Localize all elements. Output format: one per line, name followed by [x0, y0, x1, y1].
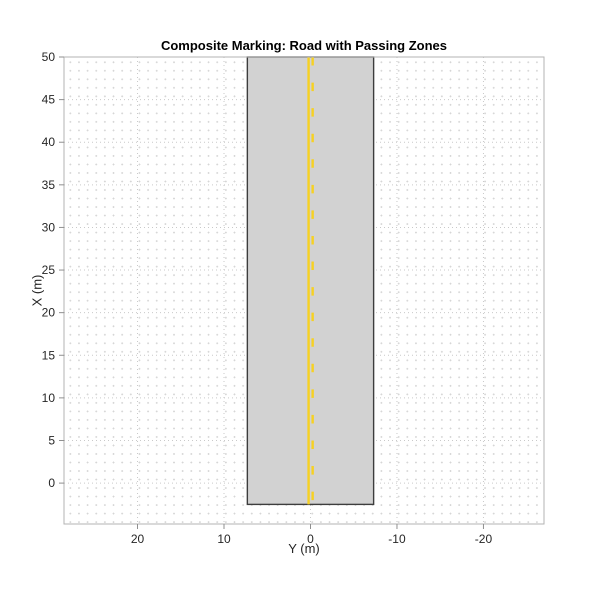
x-axis-label: Y (m) [288, 541, 320, 556]
y-tick-label: 10 [42, 391, 56, 405]
y-tick-label: 25 [42, 263, 56, 277]
y-tick-label: 5 [48, 433, 55, 447]
y-tick-label: 0 [48, 476, 55, 490]
x-tick-label: 20 [131, 532, 145, 546]
y-tick-label: 50 [42, 50, 56, 64]
y-tick-label: 20 [42, 306, 56, 320]
y-tick-label: 40 [42, 135, 56, 149]
chart-title: Composite Marking: Road with Passing Zon… [160, 38, 448, 53]
y-axis-label: X (m) [29, 274, 45, 307]
y-tick-label: 15 [42, 348, 56, 362]
axes-box [63, 56, 545, 525]
y-tick-label: 45 [42, 93, 56, 107]
x-tick-label: 0 [307, 532, 314, 546]
y-tick-label: 30 [42, 220, 56, 234]
x-tick-label: 10 [217, 532, 231, 546]
y-tick-label: 35 [42, 178, 56, 192]
road-surface [246, 56, 375, 506]
x-tick-label: -20 [475, 532, 493, 546]
x-tick-label: -10 [388, 532, 406, 546]
